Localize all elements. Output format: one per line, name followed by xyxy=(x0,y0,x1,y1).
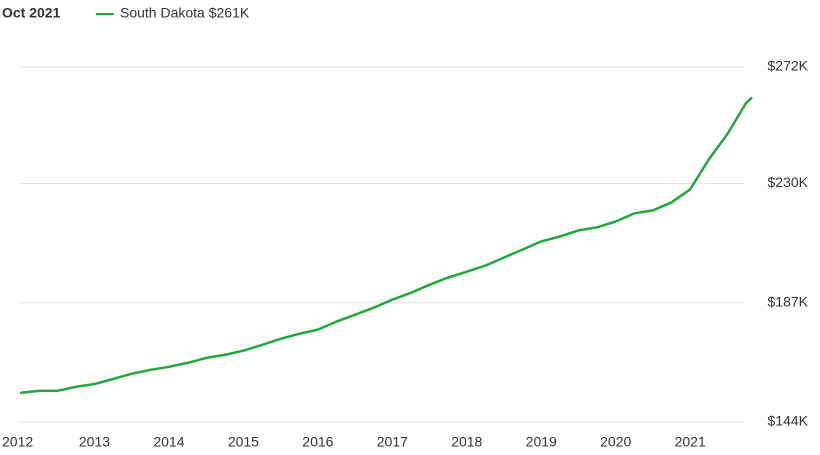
x-tick-label: 2021 xyxy=(675,434,706,450)
x-tick-label: 2012 xyxy=(2,434,33,450)
y-tick-label: $230K xyxy=(768,174,809,190)
legend-label: South Dakota $261K xyxy=(120,5,250,21)
x-tick-label: 2019 xyxy=(526,434,557,450)
x-tick-label: 2017 xyxy=(377,434,408,450)
x-tick-label: 2020 xyxy=(600,434,631,450)
x-tick-label: 2015 xyxy=(228,434,259,450)
y-tick-label: $272K xyxy=(768,58,809,74)
y-tick-label: $187K xyxy=(768,293,809,309)
x-tick-label: 2018 xyxy=(451,434,482,450)
date-label: Oct 2021 xyxy=(2,5,61,21)
y-tick-label: $144K xyxy=(768,413,809,429)
data-line xyxy=(19,96,753,395)
x-tick-label: 2016 xyxy=(302,434,333,450)
x-tick-label: 2014 xyxy=(153,434,184,450)
x-tick-label: 2013 xyxy=(79,434,110,450)
